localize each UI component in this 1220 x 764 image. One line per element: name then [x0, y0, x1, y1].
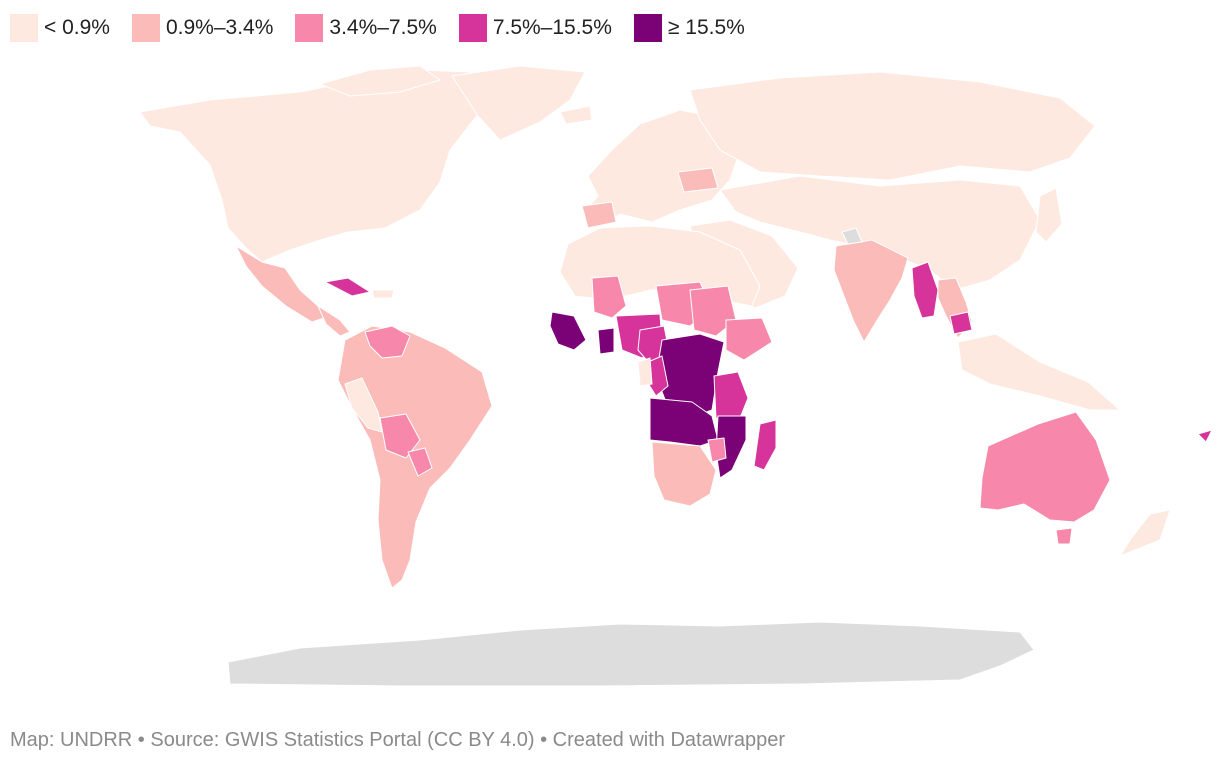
region-ghana [597, 327, 615, 355]
region-pacific-island [1197, 429, 1213, 443]
region-tasmania [1055, 527, 1073, 545]
footer-credits: Map: UNDRR • Source: GWIS Statistics Por… [10, 729, 785, 751]
legend-swatch [10, 14, 38, 42]
region-paraguay [407, 447, 433, 477]
region-new-zealand [1119, 509, 1171, 557]
legend-swatch [131, 14, 160, 42]
region-north-america [139, 69, 501, 263]
region-iceland [559, 105, 593, 125]
legend-item-0-9-3-4: 0.9%–3.4% [131, 14, 274, 42]
legend-item-7-5-15-5: 7.5%–15.5% [458, 14, 612, 42]
region-peru [344, 377, 383, 433]
legend-swatch [295, 14, 324, 42]
region-central-america [317, 305, 351, 337]
region-cambodia [949, 311, 973, 335]
region-gabon [637, 357, 653, 387]
region-zimbabwe [707, 437, 727, 463]
region-greenland [451, 65, 586, 141]
region-venezuela [364, 325, 411, 359]
world-map [139, 65, 1213, 687]
region-bolivia [379, 413, 421, 459]
legend-swatch [633, 14, 662, 42]
legend-label: 0.9%–3.4% [165, 16, 274, 39]
legend-swatch [458, 14, 487, 42]
legend-label: < 0.9% [44, 16, 110, 39]
region-east-africa [713, 371, 749, 419]
legend-label: 7.5%–15.5% [492, 16, 612, 39]
region-australia [979, 411, 1111, 523]
map-legend: < 0.9% 0.9%–3.4% 3.4%–7.5% 7.5%–15.5% ≥ … [10, 12, 767, 44]
region-maritime-sea [957, 333, 1121, 411]
region-mexico [235, 245, 331, 323]
region-ukraine [677, 167, 719, 193]
region-cuba [324, 277, 371, 297]
region-japan [1035, 187, 1063, 243]
region-west-africa [549, 311, 587, 351]
region-ethiopia [725, 317, 773, 361]
region-antarctica [227, 621, 1035, 687]
legend-item-3-4-7-5: 3.4%–7.5% [295, 14, 437, 42]
region-india [833, 239, 909, 343]
region-caribbean [371, 289, 395, 299]
region-russia [689, 71, 1096, 181]
region-himalaya-nodata [841, 227, 863, 245]
region-myanmar [911, 261, 939, 319]
region-spain [581, 201, 617, 229]
legend-item-lt-0-9: < 0.9% [10, 14, 110, 42]
region-mali [591, 275, 627, 319]
legend-label: 3.4%–7.5% [329, 16, 437, 39]
region-south-africa [651, 441, 717, 507]
region-arctic-islands [319, 65, 441, 97]
legend-label: ≥ 15.5% [667, 16, 745, 39]
region-madagascar [753, 419, 777, 471]
legend-item-gte-15-5: ≥ 15.5% [633, 14, 745, 42]
